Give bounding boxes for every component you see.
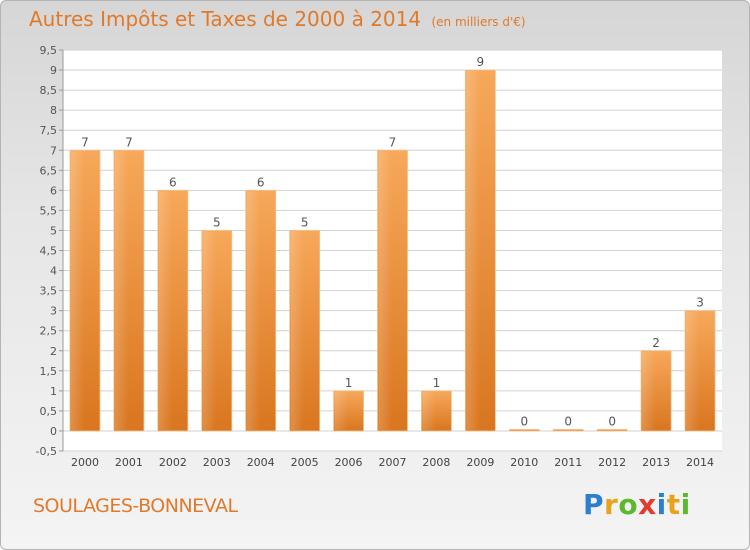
x-tick-label: 2012	[598, 456, 626, 469]
logo-letter-r: r	[604, 488, 619, 521]
y-tick-label: 6,5	[40, 164, 58, 177]
value-label: 6	[169, 175, 177, 189]
x-tick-label: 2003	[203, 456, 231, 469]
y-tick-label: 4,5	[40, 245, 58, 258]
y-tick-label: 0	[50, 425, 57, 438]
bar-highlight	[202, 231, 217, 430]
value-label: 9	[477, 55, 485, 69]
x-tick-label: 2008	[422, 456, 450, 469]
x-tick-label: 2010	[510, 456, 538, 469]
bar-highlight	[422, 391, 436, 430]
value-label: 1	[433, 376, 441, 390]
bar-highlight	[246, 191, 261, 430]
bar-highlight	[290, 231, 305, 430]
value-label: 7	[81, 135, 89, 149]
bar-2010	[508, 429, 540, 432]
y-tick-label: 9,5	[40, 44, 58, 57]
bar-highlight	[334, 391, 349, 430]
y-tick-label: 2,5	[40, 325, 58, 338]
logo-letter-x: x	[638, 488, 657, 521]
value-label: 6	[257, 175, 265, 189]
x-tick-label: 2013	[642, 456, 670, 469]
bar-2011	[552, 429, 584, 432]
y-tick-label: 3,5	[40, 285, 58, 298]
x-tick-label: 2000	[71, 456, 99, 469]
x-tick-label: 2014	[686, 456, 714, 469]
bar-2012	[596, 429, 628, 432]
value-label: 1	[345, 376, 353, 390]
y-tick-label: 6	[50, 184, 57, 197]
logo-letter-i-2: i	[680, 488, 691, 521]
logo-letter-i: i	[656, 488, 667, 521]
bar-highlight	[642, 351, 656, 430]
bar-highlight	[114, 151, 129, 430]
x-tick-label: 2007	[379, 456, 407, 469]
x-tick-label: 2001	[115, 456, 143, 469]
y-tick-label: -0,5	[36, 445, 57, 458]
y-tick-label: 9	[50, 64, 57, 77]
x-tick-label: 2005	[291, 456, 319, 469]
y-tick-label: 5,5	[40, 204, 58, 217]
value-label: 3	[696, 296, 704, 310]
chart-title-text: Autres Impôts et Taxes de 2000 à 2014	[29, 7, 422, 31]
bar-highlight	[70, 151, 85, 430]
x-tick-label: 2009	[466, 456, 494, 469]
bar-highlight	[378, 151, 392, 430]
y-tick-label: 7	[50, 144, 57, 157]
y-tick-label: 7,5	[40, 124, 58, 137]
y-tick-label: 1	[50, 385, 57, 398]
value-label: 5	[213, 215, 221, 229]
value-label: 5	[301, 215, 309, 229]
x-tick-label: 2002	[159, 456, 187, 469]
value-label: 0	[608, 414, 616, 428]
x-axis-labels: 2000 2001 2002 2003 2004 2005 2006 2007 2008 2009…	[71, 456, 714, 469]
chart-title: Autres Impôts et Taxes de 2000 à 2014 (e…	[29, 7, 526, 31]
bar-highlight	[686, 311, 700, 430]
logo-letter-p: P	[583, 488, 605, 521]
y-tick-label: 2	[50, 345, 57, 358]
value-label: 7	[389, 135, 397, 149]
value-label: 0	[564, 414, 572, 428]
value-label: 7	[125, 135, 133, 149]
bar-highlight	[158, 191, 173, 430]
y-tick-label: 8,5	[40, 84, 58, 97]
y-tick-label: 1,5	[40, 365, 58, 378]
logo-letter-o: o	[618, 488, 639, 521]
y-tick-label: 5	[50, 224, 57, 237]
bar-highlight	[466, 71, 480, 430]
value-labels: 7 7 6 5 6 5 1 7 1 9 0 0 0 2 3	[81, 55, 704, 428]
y-tick-label: 4	[50, 265, 57, 278]
commune-name: SOULAGES-BONNEVAL	[33, 495, 238, 517]
logo-letter-t: t	[666, 488, 681, 521]
y-tick-label: 8	[50, 104, 57, 117]
value-label: 2	[652, 336, 660, 350]
proxiti-logo: Proxiti	[583, 488, 691, 521]
x-tick-label: 2004	[247, 456, 275, 469]
bars-group	[69, 69, 716, 432]
y-axis-labels: -0,5 0 0,5 1 1,5 2 2,5 3 3,5 4 4,5 5 5,5 6 6,5 7 7,5 8 8,5…	[36, 44, 63, 458]
value-label: 0	[520, 414, 528, 428]
x-tick-label: 2011	[554, 456, 582, 469]
chart-subtitle: (en milliers d'€)	[431, 15, 526, 29]
y-tick-label: 0,5	[40, 405, 58, 418]
x-tick-label: 2006	[335, 456, 363, 469]
y-tick-label: 3	[50, 305, 57, 318]
